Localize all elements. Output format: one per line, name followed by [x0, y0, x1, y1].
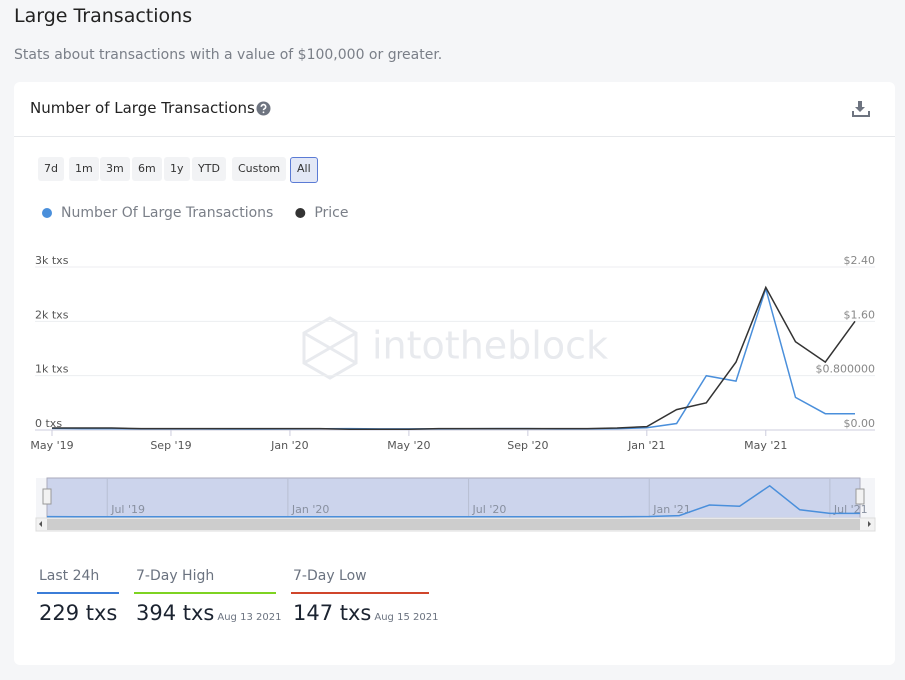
stat-value: 394 txs Aug 13 2021 — [136, 601, 281, 625]
stat-number: 394 txs — [136, 601, 215, 625]
stat-date: Aug 15 2021 — [374, 612, 439, 623]
range-button[interactable]: YTD — [192, 157, 226, 181]
range-button[interactable]: 1y — [164, 157, 190, 181]
help-icon[interactable] — [256, 101, 271, 116]
stat-underline — [37, 592, 119, 594]
card-title: Number of Large Transactions — [30, 99, 255, 117]
stat-value: 147 txs Aug 15 2021 — [293, 601, 438, 625]
stat-label: 7-Day High — [136, 568, 215, 584]
stat-underline — [134, 592, 276, 594]
range-button[interactable]: 1m — [69, 157, 99, 181]
stat-date: Aug 13 2021 — [217, 612, 282, 623]
range-button[interactable]: All — [290, 157, 318, 183]
range-button[interactable]: 6m — [132, 157, 162, 181]
range-button[interactable]: Custom — [232, 157, 287, 181]
download-icon[interactable] — [851, 100, 871, 118]
stat-underline — [291, 592, 429, 594]
stat-label: 7-Day Low — [293, 568, 367, 584]
range-button[interactable]: 3m — [100, 157, 130, 181]
stat-label: Last 24h — [39, 568, 100, 584]
stat-number: 147 txs — [293, 601, 372, 625]
page-title: Large Transactions — [14, 5, 193, 27]
stat-value: 229 txs — [39, 601, 117, 625]
page-subtitle: Stats about transactions with a value of… — [14, 47, 443, 63]
stat-number: 229 txs — [39, 601, 118, 625]
range-button[interactable]: 7d — [38, 157, 64, 181]
divider — [14, 136, 895, 137]
